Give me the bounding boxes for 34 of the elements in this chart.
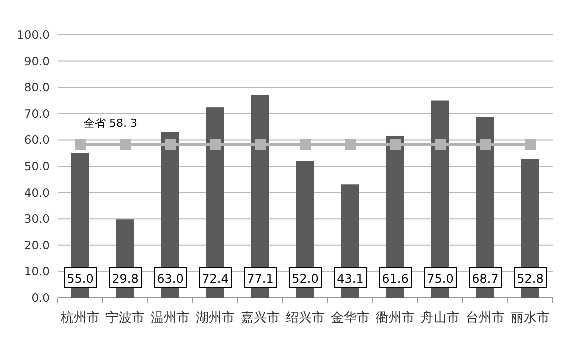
data-label: 61.6 — [382, 272, 409, 286]
y-tick-label: 80.0 — [24, 80, 50, 95]
x-tick-label: 丽水市 — [511, 311, 550, 326]
x-tick-label: 温州市 — [151, 311, 190, 326]
y-tick-label: 100.0 — [17, 28, 50, 42]
y-tick-label: 40.0 — [24, 186, 50, 200]
data-label: 77.1 — [247, 272, 274, 286]
data-label: 68.7 — [472, 272, 499, 286]
y-tick-label: 0.0 — [32, 291, 50, 305]
x-tick-label: 金华市 — [331, 311, 370, 326]
x-tick-label: 舟山市 — [421, 311, 460, 326]
y-tick-label: 50.0 — [24, 160, 50, 174]
x-tick-label: 台州市 — [466, 311, 505, 326]
y-tick-label: 90.0 — [24, 54, 50, 68]
data-label: 75.0 — [427, 272, 454, 286]
data-label: 72.4 — [202, 272, 229, 286]
x-tick-label: 绍兴市 — [286, 311, 325, 326]
x-tick-label: 衢州市 — [376, 311, 415, 326]
x-tick-label: 嘉兴市 — [241, 311, 280, 326]
data-label: 63.0 — [157, 272, 184, 286]
data-label: 55.0 — [67, 272, 94, 286]
y-tick-label: 60.0 — [24, 133, 50, 148]
annotation: 全省 58. 3 — [84, 117, 138, 130]
data-label: 52.0 — [292, 272, 319, 286]
x-tick-label: 湖州市 — [196, 311, 235, 326]
x-tick-label: 杭州市 — [60, 311, 100, 326]
y-tick-label: 30.0 — [24, 212, 50, 226]
y-tick-label: 20.0 — [24, 238, 50, 252]
x-tick-label: 宁波市 — [106, 310, 145, 326]
data-label: 43.1 — [337, 272, 364, 286]
y-tick-label: 10.0 — [24, 264, 50, 279]
data-label: 52.8 — [517, 272, 544, 286]
data-label: 29.8 — [112, 272, 139, 286]
y-tick-label: 70.0 — [24, 106, 50, 121]
